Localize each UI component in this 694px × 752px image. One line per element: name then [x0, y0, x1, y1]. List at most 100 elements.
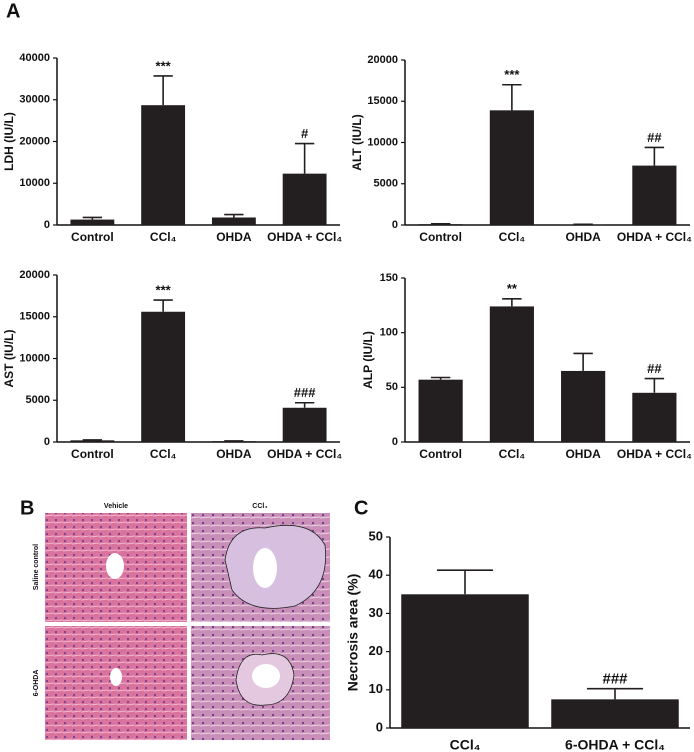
bar	[141, 311, 186, 442]
bar	[211, 217, 256, 225]
bar	[632, 392, 677, 442]
bar	[401, 594, 529, 728]
x-tick-label: OHDA + CCl₄	[617, 230, 692, 244]
x-tick-label: CCl₄	[150, 230, 177, 244]
x-tick-label: Control	[71, 230, 114, 244]
y-tick-label: 100	[380, 327, 398, 339]
y-axis-label: AST (IU/L)	[2, 330, 16, 388]
significance-label: ###	[294, 385, 316, 400]
y-tick-label: 0	[392, 436, 398, 448]
bar	[551, 699, 679, 728]
y-tick-label: 50	[386, 381, 398, 393]
vessel	[106, 553, 124, 579]
significance-label: **	[507, 281, 518, 296]
panel-label: B	[20, 497, 34, 519]
x-tick-label: OHDA	[565, 447, 601, 461]
y-tick-label: 5000	[374, 178, 398, 190]
vessel	[252, 664, 280, 688]
panel-label: A	[6, 0, 20, 22]
error-bar	[294, 142, 315, 174]
x-tick-label: CCl₄	[499, 447, 526, 461]
y-tick-label: 40000	[19, 52, 50, 64]
error-bar	[436, 569, 494, 595]
panel-label: C	[354, 497, 368, 519]
y-tick-label: 10000	[367, 136, 398, 148]
error-bar	[224, 213, 244, 218]
y-tick-label: 30	[369, 605, 383, 620]
significance-label: #	[301, 126, 309, 141]
y-tick-label: 20000	[19, 135, 50, 147]
significance-label: ##	[647, 130, 662, 145]
bar	[70, 440, 115, 442]
y-tick-label: 10	[369, 681, 383, 696]
y-tick-label: 10000	[19, 352, 50, 364]
micrographs: Vehicle CCl₄ Saline control 6-OHDA	[33, 503, 330, 740]
y-tick-label: 0	[44, 436, 50, 448]
bar	[418, 379, 463, 442]
x-tick-label: OHDA + CCl₄	[267, 230, 342, 244]
bar	[282, 407, 327, 442]
y-axis-label: LDH (IU/L)	[2, 112, 16, 171]
error-bar	[153, 299, 173, 312]
vessel	[253, 548, 277, 588]
y-axis-label: ALT (IU/L)	[350, 114, 364, 170]
y-tick-label: 30000	[19, 94, 50, 106]
y-tick-label: 10000	[19, 177, 50, 189]
x-tick-label: CCl₄	[450, 737, 481, 752]
y-tick-label: 0	[376, 719, 383, 734]
significance-label: ###	[602, 671, 628, 688]
vessel	[110, 668, 122, 686]
error-bar	[153, 75, 173, 106]
error-bar	[586, 687, 644, 700]
error-bar	[573, 352, 593, 371]
x-tick-label: CCl₄	[499, 230, 526, 244]
x-tick-label: OHDA	[216, 447, 252, 461]
significance-label: ##	[647, 361, 662, 376]
y-tick-label: 15000	[367, 95, 398, 107]
column-label: Vehicle	[104, 503, 128, 510]
significance-label: ***	[156, 282, 172, 297]
significance-label: ***	[504, 67, 520, 82]
column-label: CCl₄	[252, 503, 267, 510]
y-tick-label: 0	[392, 219, 398, 231]
row-label: Saline control	[33, 544, 40, 590]
bar	[141, 105, 186, 225]
y-tick-label: 0	[44, 219, 50, 231]
bar	[489, 306, 534, 442]
error-bar	[294, 401, 315, 408]
x-tick-label: CCl₄	[150, 447, 177, 461]
error-bar	[82, 216, 103, 220]
error-bar	[644, 377, 665, 393]
x-tick-label: OHDA	[565, 230, 601, 244]
error-bar	[644, 146, 665, 166]
y-tick-label: 20000	[367, 54, 398, 66]
bar	[489, 110, 534, 225]
x-tick-label: OHDA + CCl₄	[267, 447, 342, 461]
x-tick-label: Control	[71, 447, 114, 461]
bar	[282, 173, 327, 225]
x-tick-label: Control	[419, 447, 462, 461]
significance-label: ***	[156, 58, 172, 73]
row-label: 6-OHDA	[33, 670, 40, 697]
y-axis-label: Necrosis area (%)	[345, 574, 361, 692]
y-tick-label: 150	[380, 272, 398, 284]
y-tick-label: 20000	[19, 269, 50, 281]
x-tick-label: OHDA	[216, 230, 252, 244]
bar	[418, 224, 463, 225]
bar	[632, 165, 677, 225]
x-tick-label: OHDA + CCl₄	[617, 447, 692, 461]
error-bar	[430, 376, 451, 380]
y-tick-label: 50	[369, 528, 383, 543]
x-tick-label: Control	[419, 230, 462, 244]
y-tick-label: 15000	[19, 311, 50, 323]
y-tick-label: 5000	[26, 394, 50, 406]
bar	[561, 370, 606, 442]
x-tick-label: 6-OHDA + CCl₄	[565, 737, 665, 752]
error-bar	[502, 83, 522, 111]
error-bar	[502, 297, 522, 307]
y-tick-label: 40	[369, 567, 383, 582]
y-tick-label: 20	[369, 643, 383, 658]
bar	[70, 219, 115, 225]
y-axis-label: ALP (IU/L)	[361, 331, 375, 389]
